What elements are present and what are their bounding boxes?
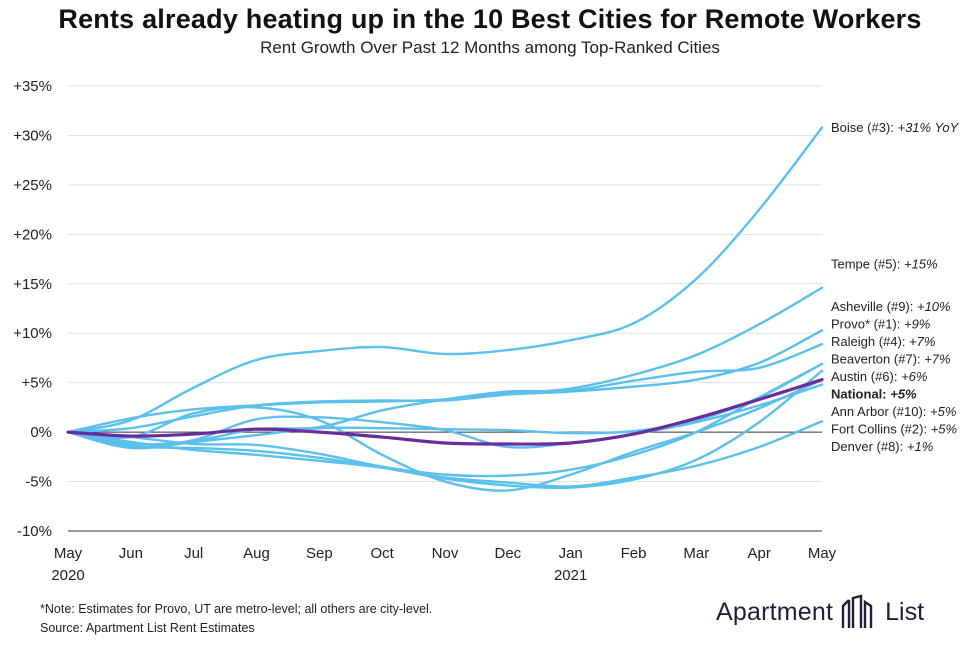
x-tick-label: Mar: [683, 545, 709, 562]
y-tick-label: +20%: [13, 226, 52, 243]
series-label-name: Austin (#6):: [831, 369, 901, 384]
y-tick-label: +30%: [13, 127, 52, 144]
series-label-value: +9%: [904, 316, 930, 331]
series-line-fort-collins-2: [66, 383, 824, 449]
y-tick-label: +35%: [13, 78, 52, 95]
series-label-value: +31% YoY: [897, 120, 959, 135]
series-label-name: Denver (#8):: [831, 439, 907, 454]
gridlines: [68, 85, 822, 532]
series-label-name: Ann Arbor (#10):: [831, 404, 930, 419]
series-label-name: Provo* (#1):: [831, 316, 904, 331]
series-line-denver-8: [66, 420, 824, 488]
source-note: Source: Apartment List Rent Estimates: [40, 621, 255, 635]
series-label-name: Asheville (#9):: [831, 299, 917, 314]
x-tick-label: 2020: [51, 567, 84, 584]
logo-word-2: List: [885, 597, 925, 626]
series-line-ann-arbor-10: [66, 378, 824, 492]
series-label-value: +5%: [931, 421, 957, 436]
x-tick-label: Jul: [184, 545, 203, 562]
x-tick-label: Sep: [306, 545, 333, 562]
series-label-name: Boise (#3):: [831, 120, 897, 135]
series-line-national: [66, 378, 824, 446]
series-label-value: +7%: [924, 351, 950, 366]
y-tick-label: +15%: [13, 276, 52, 293]
series-label-name: National:: [831, 386, 890, 401]
series-lines: [66, 126, 824, 492]
y-tick-label: +5%: [22, 375, 52, 392]
x-tick-label: Jun: [119, 545, 143, 562]
y-tick-label: +25%: [13, 177, 52, 194]
x-tick-label: May: [808, 545, 837, 562]
series-label-value: +15%: [904, 256, 938, 271]
series-label-value: +5%: [890, 386, 917, 401]
series-label: Raleigh (#4): +7%: [831, 334, 935, 349]
x-tick-label: 2021: [554, 567, 587, 584]
x-tick-label: Oct: [370, 545, 394, 562]
logo-word-1: Apartment: [716, 597, 834, 626]
series-label-name: Fort Collins (#2):: [831, 421, 931, 436]
series-label: Provo* (#1): +9%: [831, 316, 930, 331]
y-tick-label: -5%: [25, 474, 52, 491]
x-tick-label: Apr: [747, 545, 770, 562]
footnote-block: *Note: Estimates for Provo, UT are metro…: [40, 600, 432, 638]
logo-text: Apartment: [716, 598, 833, 627]
series-label-value: +6%: [901, 369, 927, 384]
series-line-austin-6: [66, 369, 824, 490]
x-tick-label: Aug: [243, 545, 270, 562]
series-label: National: +5%: [831, 386, 917, 401]
x-tick-label: Jan: [559, 545, 583, 562]
series-label: Austin (#6): +6%: [831, 369, 927, 384]
chart-subtitle: Rent Growth Over Past 12 Months among To…: [260, 38, 720, 57]
apartment-list-logo: Apartment List: [716, 590, 924, 634]
series-line-boise-3: [66, 126, 824, 434]
series-label-value: +5%: [930, 404, 956, 419]
series-label-name: Raleigh (#4):: [831, 334, 909, 349]
series-label: Boise (#3): +31% YoY: [831, 120, 960, 135]
series-label-value: +7%: [909, 334, 935, 349]
x-tick-label: Nov: [432, 545, 459, 562]
building-icon: [841, 594, 873, 628]
x-tick-label: Dec: [494, 545, 521, 562]
series-label: Tempe (#5): +15%: [831, 256, 938, 271]
x-tick-label: May: [54, 545, 83, 562]
series-labels: Boise (#3): +31% YoY Tempe (#5): +15% Ashe…: [831, 120, 960, 454]
series-label-value: +1%: [907, 439, 933, 454]
y-tick-label: -10%: [17, 523, 52, 540]
series-line-tempe-5: [66, 286, 824, 434]
footnote: *Note: Estimates for Provo, UT are metro…: [40, 602, 433, 616]
y-tick-label: 0%: [30, 424, 52, 441]
y-tick-label: +10%: [13, 325, 52, 342]
series-label: Ann Arbor (#10): +5%: [831, 404, 956, 419]
series-label: Asheville (#9): +10%: [831, 299, 951, 314]
y-axis-ticks: -10% -5% 0% +5% +10% +15% +20% +25% +30% +35%: [13, 78, 52, 540]
chart-title: Rents already heating up in the 10 Best …: [58, 4, 922, 34]
series-label: Denver (#8): +1%: [831, 439, 933, 454]
series-label-name: Beaverton (#7):: [831, 351, 924, 366]
series-label: Beaverton (#7): +7%: [831, 351, 951, 366]
series-label-name: Tempe (#5):: [831, 256, 904, 271]
series-label: Fort Collins (#2): +5%: [831, 421, 957, 436]
x-tick-label: Feb: [621, 545, 647, 562]
series-label-value: +10%: [917, 299, 951, 314]
x-axis-ticks: May 2020 Jun Jul Aug Sep Oct Nov Dec Jan 2021 Feb Ma…: [51, 545, 836, 584]
